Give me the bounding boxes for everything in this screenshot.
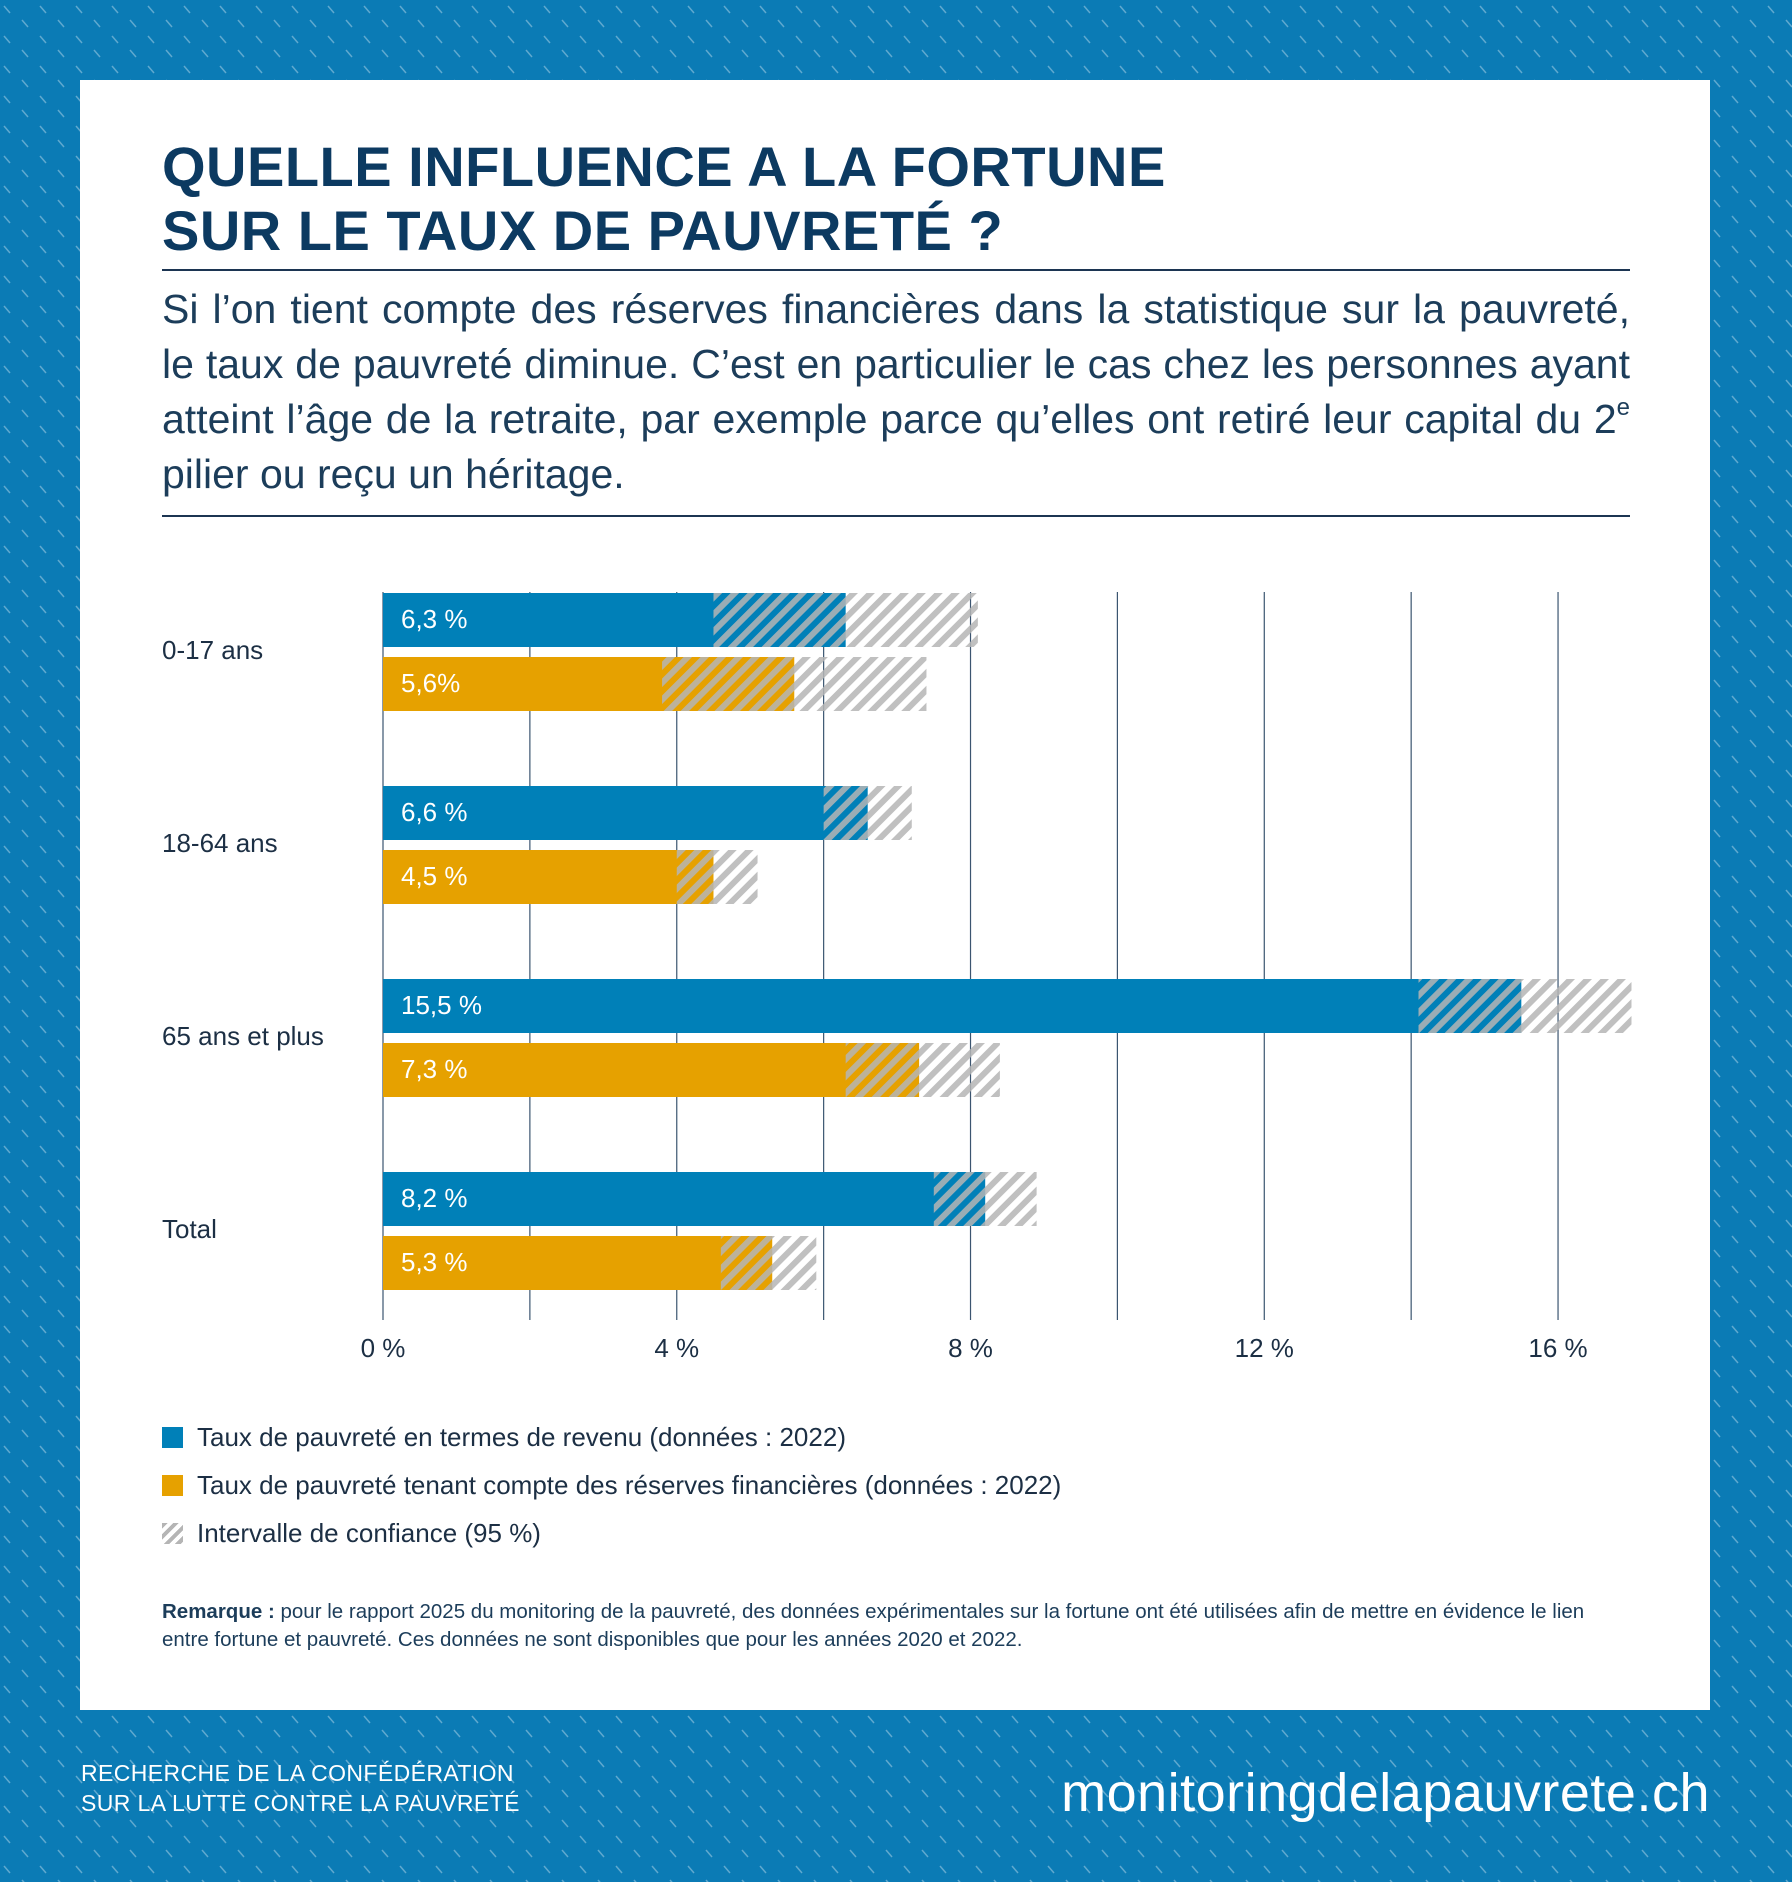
y-tick-label: 18-64 ans — [162, 828, 278, 858]
note-label: Remarque : — [162, 1600, 275, 1623]
footer-line: RECHERCHE DE LA CONFÉDÉRATION — [81, 1760, 514, 1786]
legend-swatch — [162, 1427, 183, 1448]
subtitle-sup: e — [1616, 394, 1630, 421]
legend-label: Taux de pauvreté tenant compte des réser… — [197, 1470, 1062, 1500]
legend-label: Taux de pauvreté en termes de revenu (do… — [197, 1422, 846, 1452]
title: QUELLE INFLUENCE A LA FORTUNE SUR LE TAU… — [162, 135, 1166, 263]
legend-swatch — [162, 1523, 183, 1544]
x-tick-label: 8 % — [948, 1333, 993, 1363]
value-label: 5,3 % — [401, 1247, 468, 1277]
footer-org: RECHERCHE DE LA CONFÉDÉRATION SUR LA LUT… — [81, 1758, 520, 1818]
bar — [383, 786, 868, 840]
x-tick-label: 16 % — [1528, 1333, 1587, 1363]
x-tick-label: 0 % — [361, 1333, 406, 1363]
subtitle-text: Si l’on tient compte des réserves financ… — [162, 286, 1630, 442]
subtitle-text: pilier ou reçu un héritage. — [162, 451, 625, 497]
x-tick-label: 4 % — [654, 1333, 699, 1363]
legend-item: Intervalle de confiance (95 %) — [162, 1518, 541, 1549]
bar — [383, 1043, 920, 1097]
confidence-interval — [676, 850, 758, 904]
legend-item: Taux de pauvreté en termes de revenu (do… — [162, 1422, 846, 1453]
value-label: 4,5 % — [401, 861, 468, 891]
note: Remarque : pour le rapport 2025 du monit… — [162, 1598, 1630, 1654]
confidence-interval — [1418, 979, 1632, 1033]
confidence-interval — [933, 1172, 1037, 1226]
value-label: 7,3 % — [401, 1054, 468, 1084]
rule — [162, 515, 1630, 517]
bar — [383, 979, 1522, 1033]
bar — [383, 850, 714, 904]
x-tick-label: 12 % — [1235, 1333, 1294, 1363]
confidence-interval — [713, 593, 978, 647]
y-tick-label: Total — [162, 1214, 217, 1244]
legend-label: Intervalle de confiance (95 %) — [197, 1518, 541, 1548]
bar — [383, 1236, 773, 1290]
confidence-interval — [662, 657, 927, 711]
value-label: 15,5 % — [401, 990, 482, 1020]
footer-line: SUR LA LUTTE CONTRE LA PAUVRETÉ — [81, 1790, 520, 1816]
subtitle: Si l’on tient compte des réserves financ… — [162, 282, 1630, 502]
y-tick-label: 0-17 ans — [162, 635, 263, 665]
value-label: 6,3 % — [401, 604, 468, 634]
legend-swatch — [162, 1475, 183, 1496]
title-line: QUELLE INFLUENCE A LA FORTUNE — [162, 135, 1166, 198]
panel: QUELLE INFLUENCE A LA FORTUNE SUR LE TAU… — [80, 80, 1710, 1710]
confidence-interval — [845, 1043, 1000, 1097]
footer-site[interactable]: monitoringdelapauvrete.ch — [1061, 1763, 1710, 1823]
note-text: pour le rapport 2025 du monitoring de la… — [162, 1600, 1585, 1651]
confidence-interval — [823, 786, 912, 840]
value-label: 5,6% — [401, 668, 460, 698]
title-line: SUR LE TAUX DE PAUVRETÉ ? — [162, 199, 1004, 262]
value-label: 6,6 % — [401, 797, 468, 827]
y-tick-label: 65 ans et plus — [162, 1021, 324, 1051]
legend-item: Taux de pauvreté tenant compte des réser… — [162, 1470, 1061, 1501]
bar — [383, 1172, 986, 1226]
rule — [162, 269, 1630, 271]
value-label: 8,2 % — [401, 1183, 468, 1213]
confidence-interval — [720, 1236, 817, 1290]
